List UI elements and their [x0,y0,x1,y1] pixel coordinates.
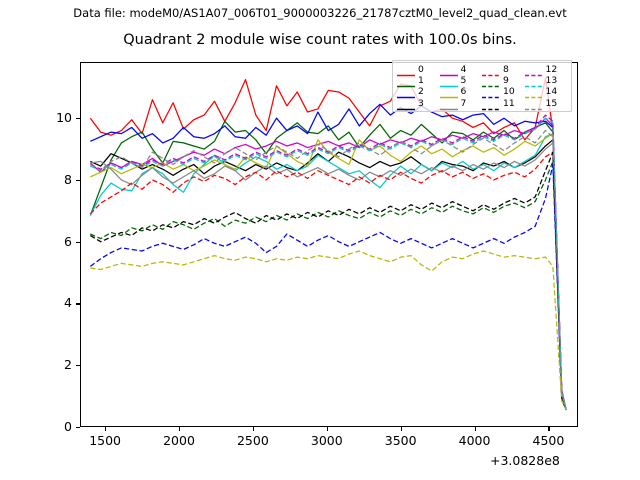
legend-label-4: 4 [460,64,467,76]
legend-swatch-0 [397,65,415,77]
x-tickmark [179,427,181,431]
legend-entry-13[interactable]: 13 [524,75,568,88]
legend-label-11: 11 [503,97,515,109]
legend-swatch-10 [482,87,500,99]
y-tick-label: 6 [64,233,72,249]
x-tick-label: 2000 [163,433,195,448]
legend-label-7: 7 [460,97,467,109]
legend-entry-8[interactable]: 8 [482,64,525,77]
series-line-15 [90,129,567,411]
x-tickmark [474,427,476,431]
series-line-4 [89,117,567,411]
data-file-subtitle: Data file: modeM0/AS1A07_006T01_90000032… [73,6,567,20]
legend-entry-9[interactable]: 9 [482,75,525,88]
x-tick-label: 3000 [310,433,343,448]
legend-entry-1[interactable]: 1 [397,75,440,88]
legend-swatch-11 [482,99,500,110]
legend-label-14: 14 [545,86,558,98]
x-tickmark [326,427,328,431]
series-line-10 [89,163,567,411]
legend-entry-0[interactable]: 0 [397,64,440,77]
series-line-5 [89,133,567,411]
legend-swatch-7 [439,99,458,110]
legend-swatch-15 [524,99,543,110]
legend-entry-6[interactable]: 6 [439,86,483,99]
legend-label-6: 6 [460,86,467,98]
y-tick-label: 4 [64,295,72,311]
series-line-14 [90,250,567,411]
y-tick-label: 10 [56,110,72,126]
series-line-13 [90,117,567,411]
y-tickmark [76,303,80,305]
legend-entry-5[interactable]: 5 [439,75,483,88]
x-tickmark [105,427,107,431]
legend-entry-11[interactable]: 11 [482,97,525,110]
legend-entry-2[interactable]: 2 [397,86,440,99]
legend-label-1: 1 [418,75,424,87]
y-tick-label: 2 [64,357,72,373]
chart-title: Quadrant 2 module wise count rates with … [123,32,517,48]
x-tickmark [400,427,402,431]
legend-label-12: 12 [545,64,558,76]
series-line-12 [90,114,567,411]
x-axis-offset-label: +3.0828e8 [490,453,560,468]
legend-entry-14[interactable]: 14 [524,86,568,99]
series-line-9 [90,160,567,411]
legend-swatch-2 [397,87,415,99]
legend-label-2: 2 [418,86,424,98]
series-line-1 [89,120,567,411]
x-tick-label: 1500 [89,433,122,448]
legend-label-13: 13 [545,75,558,87]
series-line-7 [90,142,567,411]
y-tickmark [76,118,80,120]
legend-label-9: 9 [503,75,509,87]
x-tick-label: 4500 [532,433,565,448]
line-chart-canvas [89,77,567,411]
y-tick-label: 0 [64,419,72,434]
legend-label-10: 10 [503,86,515,98]
legend-label-3: 3 [418,97,424,109]
series-line-2 [90,103,567,411]
x-tick-label: 2500 [236,433,269,448]
legend-swatch-5 [439,76,458,88]
legend-entry-15[interactable]: 15 [524,97,568,110]
x-tick-label: 3500 [384,433,417,448]
series-line-11 [90,151,567,411]
legend-entry-10[interactable]: 10 [482,86,525,99]
x-tickmark [252,427,254,431]
y-tickmark [76,427,80,429]
y-tickmark [76,365,80,367]
x-tick-label: 4000 [458,433,491,448]
y-tick-label: 8 [64,171,72,187]
legend-swatch-8 [482,65,500,77]
legend-entry-3[interactable]: 3 [397,97,440,110]
legend-label-0: 0 [418,64,424,76]
y-tickmark [76,241,80,243]
legend-swatch-1 [397,76,415,88]
legend-swatch-13 [524,76,543,88]
series-line-3 [90,139,567,411]
legend-entry-7[interactable]: 7 [439,97,483,110]
chart-legend[interactable]: 0 4 8 12 1 5 9 13 2 6 10 14 3 7 11 15 [392,60,572,112]
legend-label-15: 15 [545,97,558,109]
legend-swatch-6 [439,87,458,99]
series-line-6 [90,133,567,411]
legend-swatch-4 [439,65,458,77]
legend-entry-4[interactable]: 4 [439,64,483,77]
y-tickmark [76,179,80,182]
legend-label-8: 8 [503,64,509,76]
legend-swatch-14 [524,87,543,99]
legend-label-5: 5 [460,75,467,87]
legend-swatch-3 [397,99,415,110]
legend-entry-12[interactable]: 12 [524,64,568,77]
series-line-8 [89,151,567,411]
legend-swatch-9 [482,76,500,88]
legend-swatch-12 [524,65,543,77]
x-tickmark [548,427,550,431]
